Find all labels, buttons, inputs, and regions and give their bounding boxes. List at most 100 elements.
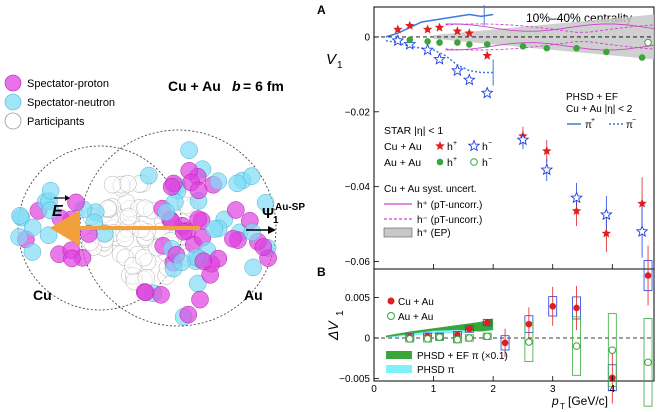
data-point (573, 304, 580, 312)
impact-param-value: = 6 fm (243, 78, 284, 94)
data-point (572, 342, 581, 350)
data-point (454, 39, 461, 46)
data-point (435, 333, 444, 341)
legend-cuau-hplus-sup: + (453, 140, 457, 147)
au-spectator-nucleon (243, 223, 262, 241)
star-legend-row1: Cu + Au (384, 141, 422, 153)
efield-label: E (52, 203, 64, 220)
participant-nucleon (116, 229, 134, 248)
data-point (525, 338, 533, 346)
cu-spectator-nucleon (39, 226, 58, 244)
data-point (452, 26, 463, 36)
data-point (635, 224, 649, 237)
data-point (436, 39, 443, 46)
data-point (465, 334, 474, 342)
panel-a-ylabel-sub: 1 (337, 60, 343, 71)
participant-nucleon (103, 175, 122, 194)
data-point (542, 146, 552, 156)
au-spectator-nucleon (228, 174, 246, 193)
syst-band-upper-solid (445, 23, 655, 32)
au-spectator-nucleon (256, 194, 275, 212)
au-spectator-nucleon (152, 286, 170, 304)
data-point (482, 50, 492, 60)
legend-green-dot (436, 158, 444, 166)
au-spectator-nucleon (162, 178, 181, 196)
au-spectator-nucleon (189, 210, 207, 228)
panel-b-ylabel: ΔV (325, 320, 341, 341)
legend-auau-hplus-sup: + (453, 156, 457, 163)
data-point (424, 38, 431, 45)
au-spectator-nucleon (173, 253, 191, 271)
data-point (483, 41, 491, 48)
au-spectator-nucleon (205, 220, 224, 238)
legend-auau-hplus: h (447, 157, 453, 169)
x-axis-var: p (551, 394, 559, 408)
data-point (525, 320, 533, 328)
data-point (464, 28, 475, 38)
phsd-pi-minus-sup: − (632, 117, 636, 124)
psi-arrow-head (268, 226, 276, 234)
legend-blue-star (467, 139, 481, 152)
data-point (453, 335, 462, 344)
au-spectator-nucleon (209, 172, 228, 190)
panel-a-letter: A (317, 3, 326, 17)
data-point (601, 228, 612, 238)
efield-arrow-head (50, 210, 80, 246)
data-point (599, 207, 613, 221)
au-spectator-nucleon (254, 238, 273, 256)
au-spectator-nucleon (227, 201, 245, 219)
au-spectator-nucleon (242, 167, 261, 185)
participant-nucleon (119, 207, 138, 226)
legend-cuau-dot (387, 297, 395, 305)
syst-box (643, 318, 653, 407)
phsd-pi-plus-label: π (585, 120, 592, 131)
panel-a-plot: 0 −0.02 −0.04 −0.06 (345, 5, 655, 269)
au-spectator-nucleon (244, 258, 262, 277)
cu-spectator-nucleon (11, 207, 29, 225)
au-spectator-nucleon (179, 305, 198, 324)
data-point (644, 272, 652, 279)
legend-spectator-neutron: Spectator-neutron (27, 97, 115, 109)
data-point (483, 319, 491, 326)
cu-spectator-nucleon (41, 181, 60, 200)
data-point (501, 339, 509, 347)
x-tick-label: 0 (371, 384, 377, 395)
data-point (433, 52, 447, 65)
cu-spectator-nucleon (23, 243, 42, 261)
data-point (543, 44, 551, 52)
data-point (571, 206, 582, 215)
legend-spectator-proton: Spectator-proton (27, 78, 109, 90)
star-legend-title: STAR |η| < 1 (384, 125, 443, 137)
data-point (403, 37, 417, 50)
psi-sub: 1 (273, 215, 279, 226)
data-point (421, 43, 434, 56)
legend-auau-circle (387, 312, 395, 320)
participant-nucleon (119, 174, 137, 193)
panel-b-frame (373, 268, 655, 382)
syst-box (572, 316, 581, 376)
schematic: Spectator-proton Spectator-neutron Parti… (4, 74, 305, 327)
data-point (638, 54, 646, 61)
panel-a: A 10%–40% centrality 0−0.02−0.04−0.06 V … (317, 3, 655, 270)
x-tick-label: 3 (550, 384, 556, 395)
data-point (466, 325, 473, 333)
panel-b-legend-phsd-ef: PHSD + EF π (×0.1) (417, 351, 508, 362)
x-axis-sub: T (560, 402, 565, 411)
data-point (466, 41, 473, 48)
au-spectator-nucleon (189, 181, 208, 200)
au-spectator-nucleon (209, 249, 228, 268)
panel-b-legend-cuau: Cu + Au (398, 297, 434, 308)
au-label: Au (244, 287, 263, 303)
x-tick-label: 1 (431, 384, 437, 395)
legend-green-circle (470, 158, 478, 166)
phsd-pi-plus-sup: + (591, 117, 595, 124)
cu-spectator-nucleon (23, 218, 42, 237)
cu-spectator-nucleon (10, 228, 28, 246)
syst-box (607, 313, 617, 388)
y-tick-label: −0.005 (339, 374, 370, 385)
panel-b-letter: B (317, 265, 326, 279)
data-point (608, 346, 617, 354)
phsd-ef-band (385, 318, 494, 338)
syst-uncorr-dashed-label: h⁻ (pT-uncorr.) (417, 215, 482, 226)
